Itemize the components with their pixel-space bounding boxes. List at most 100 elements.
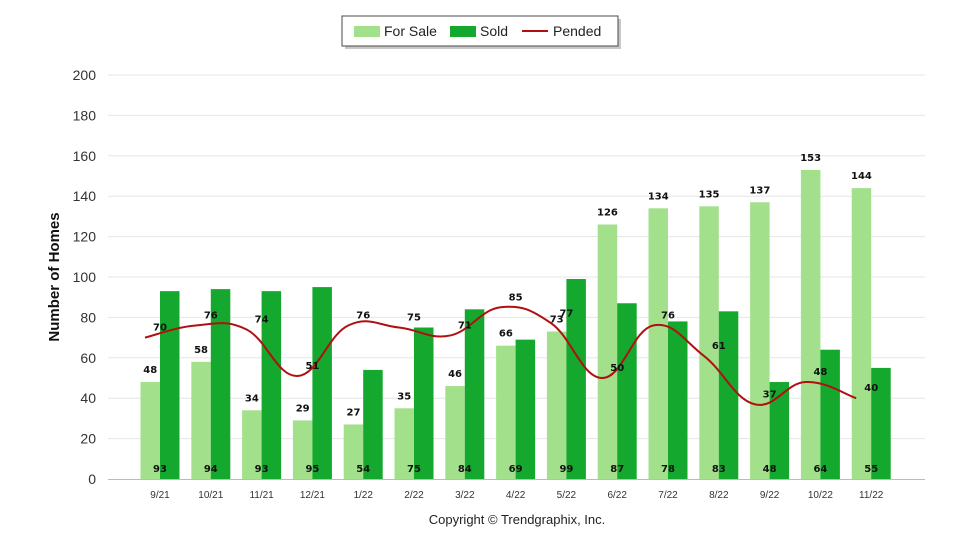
data-label-sold: 48 — [763, 464, 777, 475]
y-tick-label: 120 — [73, 229, 97, 245]
data-label-pended: 74 — [255, 315, 269, 326]
y-tick-label: 140 — [73, 188, 97, 204]
bar-for-sale — [496, 345, 516, 479]
legend: For Sale Sold Pended — [341, 15, 621, 49]
data-label-sold: 84 — [458, 464, 472, 475]
x-tick-label: 11/22 — [859, 490, 884, 501]
data-label-for-sale: 48 — [143, 365, 157, 376]
bar-sold — [871, 367, 891, 479]
bar-sold — [515, 339, 536, 479]
y-tick-label: 200 — [73, 67, 97, 83]
y-axis-title: Number of Homes — [46, 212, 63, 341]
y-tick-label: 80 — [80, 309, 96, 325]
bar-sold — [261, 291, 282, 479]
legend-swatch-for-sale — [354, 26, 380, 37]
x-tick-label: 4/22 — [506, 490, 526, 501]
data-label-sold: 99 — [559, 464, 573, 475]
data-label-pended: 76 — [661, 310, 675, 321]
data-labels: 48 93 58 94 34 93 29 95 27 54 35 75 46 84 66 69 73 99 126 8… — [143, 153, 878, 475]
x-tick-label: 5/22 — [557, 490, 577, 501]
data-label-for-sale: 137 — [749, 185, 770, 196]
y-axis-ticks: 0 20 40 60 80 100 120 140 160 180 200 — [73, 67, 97, 487]
data-label-for-sale: 35 — [397, 391, 411, 402]
data-label-for-sale: 27 — [346, 407, 360, 418]
y-tick-label: 60 — [80, 350, 96, 366]
bar-sold — [414, 327, 434, 479]
pended-line — [144, 305, 857, 406]
data-label-sold: 64 — [813, 464, 827, 475]
bar-sold — [312, 287, 332, 479]
data-label-pended: 85 — [509, 292, 523, 303]
data-label-pended: 70 — [153, 323, 167, 334]
bar-sold — [464, 309, 485, 479]
data-label-sold: 87 — [610, 464, 624, 475]
x-tick-label: 10/21 — [198, 490, 223, 501]
copyright-footer: Copyright © Trendgraphix, Inc. — [429, 512, 606, 527]
data-label-pended: 61 — [712, 341, 726, 352]
data-label-pended: 50 — [610, 363, 624, 374]
legend-label-pended: Pended — [553, 23, 601, 39]
x-tick-label: 8/22 — [709, 490, 729, 501]
data-label-pended: 51 — [305, 361, 319, 372]
data-label-for-sale: 126 — [597, 207, 618, 218]
x-tick-label: 12/21 — [300, 490, 325, 501]
bar-for-sale — [394, 408, 414, 479]
bar-for-sale — [750, 202, 770, 479]
data-label-sold: 69 — [509, 464, 523, 475]
bar-sold — [820, 349, 840, 479]
y-tick-label: 40 — [80, 390, 96, 406]
bar-sold — [363, 369, 383, 479]
bar-sold — [718, 311, 739, 479]
y-tick-label: 20 — [80, 431, 96, 447]
data-label-sold: 93 — [153, 464, 167, 475]
data-label-sold: 93 — [255, 464, 269, 475]
bar-for-sale — [191, 361, 211, 479]
x-tick-label: 6/22 — [607, 490, 627, 501]
data-label-pended: 40 — [864, 383, 878, 394]
y-tick-label: 160 — [73, 148, 97, 164]
data-label-for-sale: 34 — [245, 393, 259, 404]
data-label-for-sale: 153 — [800, 153, 821, 164]
bar-for-sale — [546, 331, 567, 479]
bar-for-sale — [699, 206, 719, 480]
data-label-pended: 76 — [204, 310, 218, 321]
x-tick-label: 2/22 — [404, 490, 424, 501]
x-tick-label: 9/21 — [150, 490, 170, 501]
data-label-pended: 75 — [407, 313, 421, 324]
bar-sold — [160, 291, 180, 479]
y-tick-label: 100 — [73, 269, 97, 285]
legend-label-for-sale: For Sale — [384, 23, 437, 39]
bar-for-sale — [242, 410, 262, 479]
data-label-for-sale: 144 — [851, 171, 872, 182]
x-tick-label: 3/22 — [455, 490, 475, 501]
legend-box — [341, 15, 619, 47]
data-label-for-sale: 66 — [499, 329, 513, 340]
x-axis-ticks: 9/21 10/21 11/21 12/21 1/22 2/22 3/22 4/22 5/22 6… — [150, 490, 884, 501]
data-label-pended: 37 — [763, 389, 777, 400]
data-label-sold: 55 — [864, 464, 878, 475]
bar-for-sale — [851, 188, 872, 479]
bar-for-sale — [292, 420, 313, 479]
bar-sold — [210, 289, 231, 479]
data-label-for-sale: 46 — [448, 369, 462, 380]
bar-sold — [668, 321, 688, 479]
data-label-for-sale: 58 — [194, 345, 208, 356]
data-label-sold: 75 — [407, 464, 421, 475]
data-label-pended: 77 — [559, 308, 573, 319]
x-tick-label: 10/22 — [808, 490, 833, 501]
x-tick-label: 9/22 — [760, 490, 780, 501]
data-label-for-sale: 73 — [550, 315, 564, 326]
data-label-sold: 78 — [661, 464, 675, 475]
bar-sold — [769, 382, 790, 479]
data-label-pended: 48 — [813, 367, 827, 378]
data-label-pended: 71 — [458, 321, 472, 332]
y-tick-label: 0 — [88, 471, 96, 487]
bar-sold — [566, 279, 586, 479]
y-tick-label: 180 — [73, 107, 97, 123]
data-label-sold: 95 — [305, 464, 319, 475]
legend-label-sold: Sold — [480, 23, 508, 39]
data-label-pended: 76 — [356, 310, 370, 321]
bar-for-sale — [445, 386, 465, 479]
bar-for-sale — [597, 224, 618, 479]
data-label-for-sale: 135 — [699, 189, 720, 200]
